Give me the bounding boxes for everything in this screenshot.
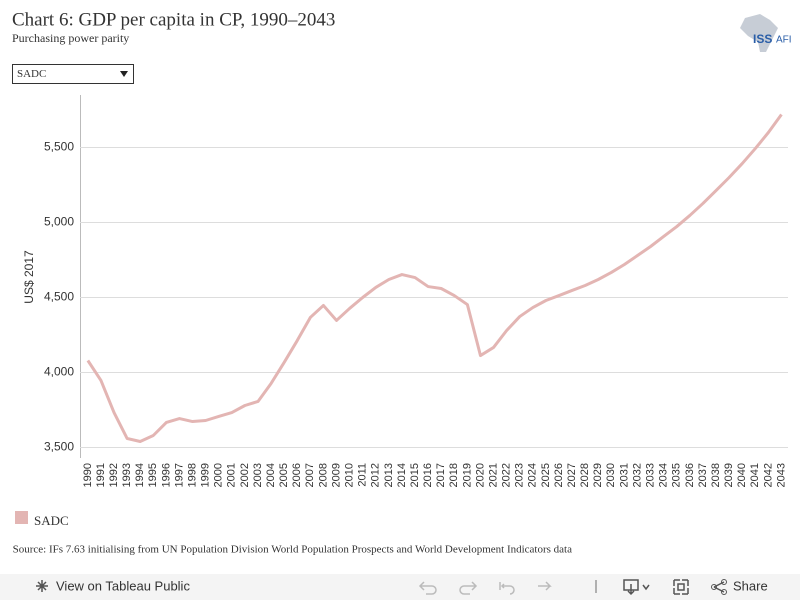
dropdown-value[interactable]: SADC bbox=[17, 68, 46, 80]
x-tick-label: 2035 bbox=[671, 463, 683, 487]
y-tick-label: 5,000 bbox=[44, 215, 74, 229]
x-tick-label: 2021 bbox=[487, 463, 499, 487]
share-button[interactable]: Share bbox=[733, 578, 768, 593]
x-tick-label: 1991 bbox=[95, 463, 107, 487]
download-arrow[interactable] bbox=[642, 584, 650, 591]
x-tick-label: 2029 bbox=[592, 463, 604, 487]
x-tick-label: 2036 bbox=[684, 463, 696, 487]
x-tick-label: 2032 bbox=[631, 463, 643, 487]
x-tick-label: 2041 bbox=[749, 463, 761, 487]
x-tick-label: 2005 bbox=[278, 463, 290, 487]
share-icon[interactable] bbox=[713, 581, 725, 593]
x-tick-label: 2024 bbox=[527, 463, 539, 487]
x-tick-label: 2030 bbox=[605, 463, 617, 487]
x-tick-label: 2023 bbox=[514, 463, 526, 487]
logo: ISS AFI bbox=[740, 14, 792, 52]
filter-dropdown[interactable]: SADC bbox=[12, 64, 134, 84]
redo-icon[interactable] bbox=[459, 581, 478, 595]
chart-title: Chart 6: GDP per capita in CP, 1990–2043 bbox=[12, 9, 335, 30]
y-tick-label: 4,000 bbox=[44, 365, 74, 379]
y-tick-label: 5,500 bbox=[44, 140, 74, 154]
x-tick-label: 1995 bbox=[147, 463, 159, 487]
logo-shape bbox=[740, 14, 778, 52]
tableau-link[interactable]: View on Tableau Public bbox=[36, 578, 190, 593]
dropdown-arrow[interactable] bbox=[120, 71, 128, 77]
x-tick-label: 2010 bbox=[343, 463, 355, 487]
x-tick-label: 2027 bbox=[566, 463, 578, 487]
x-tick-label: 2019 bbox=[461, 463, 473, 487]
share-node[interactable] bbox=[721, 579, 727, 585]
refresh-icon[interactable] bbox=[538, 581, 552, 591]
x-tick-label: 2025 bbox=[540, 463, 552, 487]
x-tick-label: 1998 bbox=[186, 463, 198, 487]
x-tick-label: 2018 bbox=[448, 463, 460, 487]
view-link[interactable]: View on Tableau Public bbox=[56, 578, 190, 593]
x-tick-label: 1993 bbox=[121, 463, 133, 487]
x-tick-label: 2009 bbox=[330, 463, 342, 487]
fullscreen-icon[interactable] bbox=[673, 579, 689, 595]
revert-icon[interactable] bbox=[499, 582, 515, 595]
x-tick-label: 2008 bbox=[317, 463, 329, 487]
legend-label: SADC bbox=[34, 513, 69, 528]
x-tick-label: 1996 bbox=[160, 463, 172, 487]
x-tick-label: 1999 bbox=[200, 463, 212, 487]
toolbar-icons bbox=[418, 579, 725, 596]
x-tick-label: 2039 bbox=[723, 463, 735, 487]
tableau-icon[interactable] bbox=[36, 580, 48, 592]
y-tick-label: 3,500 bbox=[44, 440, 74, 454]
x-tick-label: 2011 bbox=[357, 463, 369, 487]
x-tick-label: 1990 bbox=[82, 463, 94, 487]
x-tick-label: 2038 bbox=[710, 463, 722, 487]
x-tick-label: 2003 bbox=[252, 463, 264, 487]
x-tick-label: 1994 bbox=[134, 463, 146, 487]
x-tick-label: 2043 bbox=[775, 463, 787, 487]
chart-subtitle: Purchasing power parity bbox=[12, 31, 129, 45]
x-tick-label: 2012 bbox=[370, 463, 382, 487]
x-tick-label: 2001 bbox=[226, 463, 238, 487]
x-tick-label: 2031 bbox=[618, 463, 630, 487]
x-tick-label: 2033 bbox=[644, 463, 656, 487]
x-tick-label: 2007 bbox=[304, 463, 316, 487]
undo-icon[interactable] bbox=[418, 581, 437, 595]
x-tick-label: 2020 bbox=[474, 463, 486, 487]
download-icon[interactable] bbox=[623, 579, 639, 596]
x-tick-label: 1992 bbox=[108, 463, 120, 487]
share-node[interactable] bbox=[721, 589, 727, 595]
data-line bbox=[86, 113, 783, 443]
x-tick-label: 2014 bbox=[396, 463, 408, 487]
logo-text: ISS bbox=[753, 32, 772, 46]
x-tick-label: 2002 bbox=[239, 463, 251, 487]
y-tick-label: 4,500 bbox=[44, 290, 74, 304]
x-tick-label: 2015 bbox=[409, 463, 421, 487]
source: Source: IFs 7.63 initialising from UN Po… bbox=[13, 544, 572, 556]
x-tick-label: 2028 bbox=[579, 463, 591, 487]
x-tick-label: 2017 bbox=[435, 463, 447, 487]
x-tick-label: 2000 bbox=[213, 463, 225, 487]
x-tick-label: 2016 bbox=[422, 463, 434, 487]
x-tick-label: 2013 bbox=[383, 463, 395, 487]
x-tick-label: 2037 bbox=[697, 463, 709, 487]
share-node[interactable] bbox=[711, 584, 717, 590]
x-tick-label: 2006 bbox=[291, 463, 303, 487]
x-tick-label: 2022 bbox=[501, 463, 513, 487]
toolbar bbox=[0, 574, 800, 600]
x-tick-label: 1997 bbox=[173, 463, 185, 487]
x-tick-label: 2042 bbox=[762, 463, 774, 487]
x-tick-label: 2026 bbox=[553, 463, 565, 487]
x-tick-label: 2040 bbox=[736, 463, 748, 487]
logo-suffix: AFI bbox=[776, 35, 792, 46]
x-tick-label: 2034 bbox=[658, 463, 670, 487]
y-axis-label: US$ 2017 bbox=[22, 250, 36, 304]
x-tick-label: 2004 bbox=[265, 463, 277, 487]
dropdown-box[interactable] bbox=[12, 64, 134, 84]
legend-swatch bbox=[15, 511, 28, 524]
